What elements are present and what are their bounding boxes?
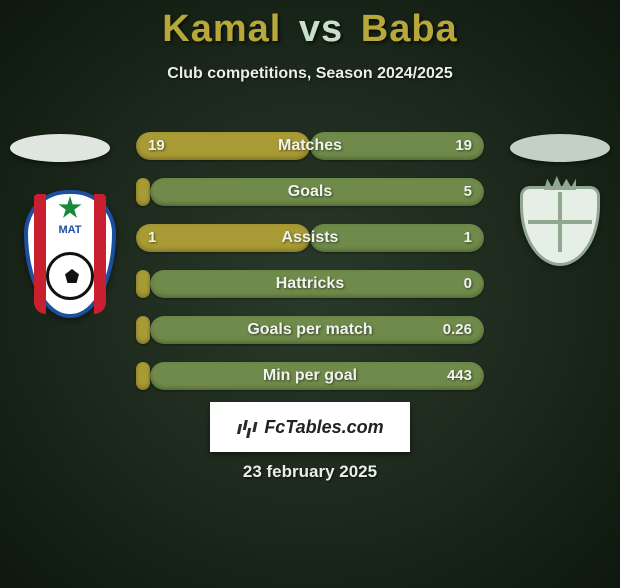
stat-bar-right <box>150 178 484 206</box>
vs-text: vs <box>299 8 343 50</box>
stat-value-left <box>136 316 160 344</box>
stat-bar-right <box>150 270 484 298</box>
stat-row: Min per goal443 <box>136 362 484 390</box>
stat-value-right: 5 <box>452 178 484 206</box>
player2-crest <box>520 186 600 266</box>
stat-value-right: 0 <box>452 270 484 298</box>
crown-icon <box>544 176 576 190</box>
stat-value-left <box>136 178 160 206</box>
stat-row: Goals5 <box>136 178 484 206</box>
comparison-title: Kamal vs Baba <box>0 8 620 51</box>
brand-logo: FcTables.com <box>210 402 410 452</box>
stat-value-left <box>136 362 160 390</box>
stat-row: Assists11 <box>136 224 484 252</box>
stat-value-right: 443 <box>435 362 484 390</box>
player2-name: Baba <box>361 8 458 50</box>
player2-ellipse <box>510 134 610 162</box>
stat-value-left: 1 <box>136 224 168 252</box>
stat-value-left: 19 <box>136 132 177 160</box>
stat-bars: Matches1919Goals5Assists11Hattricks0Goal… <box>136 132 484 408</box>
stat-row: Goals per match0.26 <box>136 316 484 344</box>
stat-row: Matches1919 <box>136 132 484 160</box>
date-text: 23 february 2025 <box>0 462 620 482</box>
stat-bar-right <box>150 362 484 390</box>
subtitle: Club competitions, Season 2024/2025 <box>0 65 620 83</box>
player1-name: Kamal <box>162 8 281 50</box>
player1-ellipse <box>10 134 110 162</box>
stat-value-right: 0.26 <box>431 316 484 344</box>
stat-value-right: 19 <box>443 132 484 160</box>
fctables-icon <box>236 416 258 438</box>
stat-row: Hattricks0 <box>136 270 484 298</box>
stat-value-left <box>136 270 160 298</box>
stat-value-right: 1 <box>452 224 484 252</box>
player1-crest: MAT <box>20 190 120 326</box>
football-icon <box>46 252 94 300</box>
brand-text: FcTables.com <box>264 417 383 438</box>
